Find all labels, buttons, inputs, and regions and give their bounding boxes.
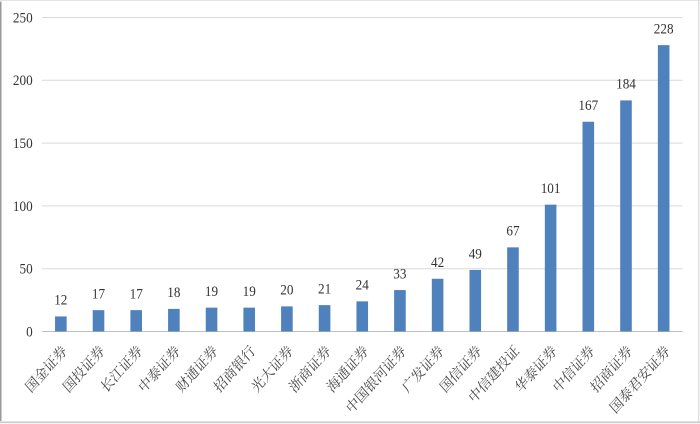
svg-text:17: 17: [130, 286, 143, 303]
svg-text:19: 19: [243, 283, 256, 300]
svg-text:200: 200: [13, 73, 33, 90]
svg-text:50: 50: [20, 261, 33, 278]
svg-text:101: 101: [541, 180, 561, 197]
svg-text:228: 228: [654, 21, 674, 38]
svg-text:42: 42: [431, 254, 444, 271]
svg-text:167: 167: [578, 97, 598, 114]
svg-text:17: 17: [92, 286, 105, 303]
svg-text:100: 100: [13, 198, 33, 215]
svg-text:19: 19: [205, 283, 218, 300]
svg-text:24: 24: [356, 277, 369, 294]
svg-text:12: 12: [54, 292, 67, 309]
svg-text:21: 21: [318, 281, 331, 298]
svg-text:49: 49: [469, 246, 482, 263]
svg-text:18: 18: [167, 284, 180, 301]
svg-text:20: 20: [280, 282, 293, 299]
svg-text:150: 150: [13, 135, 33, 152]
svg-text:184: 184: [616, 76, 636, 93]
svg-text:67: 67: [506, 223, 519, 240]
svg-text:250: 250: [13, 10, 33, 27]
svg-text:33: 33: [393, 266, 406, 283]
svg-text:0: 0: [26, 324, 33, 341]
